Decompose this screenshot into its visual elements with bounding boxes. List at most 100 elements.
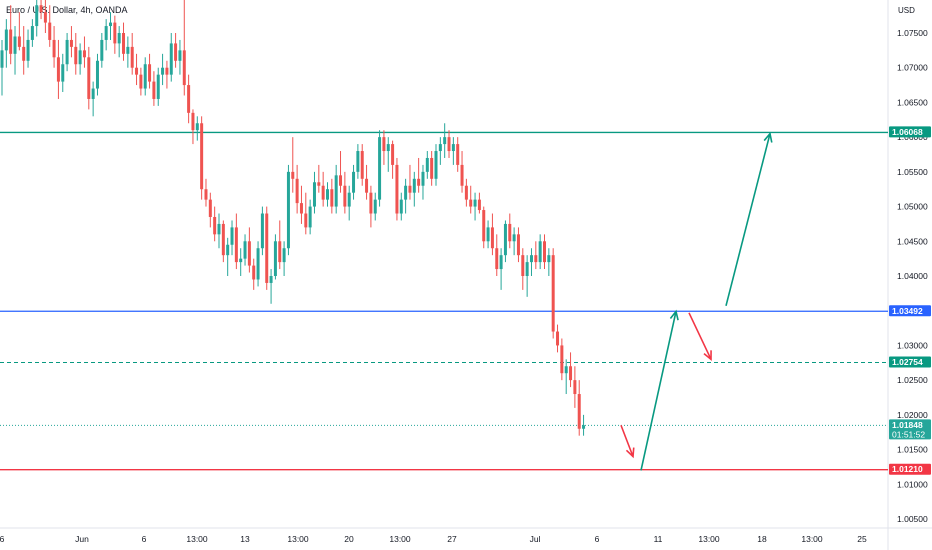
candle-body [117,33,121,44]
candle-body [360,151,364,179]
price-tag-label: 1.06068 [892,127,923,137]
candle-body [295,178,299,204]
candle-body [547,255,551,263]
candle-body [30,26,34,40]
price-tag[interactable] [889,463,931,475]
x-tick-label: 6 [595,534,600,544]
candle-body [161,67,165,75]
candle-body [269,276,273,283]
y-tick-label: 1.04000 [897,271,928,281]
candle-body [122,33,126,54]
candle-body [148,64,152,82]
x-tick-label: 13:00 [698,534,720,544]
x-tick-label: 13:00 [287,534,309,544]
projection-arrow-line[interactable] [725,133,771,307]
price-tag-label: 1.01210 [892,464,923,474]
candle-body [56,57,60,82]
candle-body [473,199,477,207]
y-tick-label: 1.04500 [897,236,928,246]
y-tick-label: 1.01000 [897,479,928,489]
candle-body [9,29,13,54]
candle-body [100,39,104,61]
candle-body [347,192,351,207]
x-tick-label: Jun [75,534,89,544]
candle-body [529,255,533,263]
candle-body [456,144,460,165]
candle-body [378,137,382,200]
y-tick-label: 1.03000 [897,340,928,350]
candle-body [221,223,225,256]
candle-body [451,144,455,152]
candle-body [260,213,264,249]
candle-body [356,151,360,172]
candle-body [339,175,343,186]
candle-body [508,223,512,242]
countdown-label: 01:51:52 [892,429,925,439]
candle-body [156,74,160,99]
candle-body [417,178,421,186]
candle-body [551,255,555,332]
candle-body [130,46,134,68]
price-tag-label: 1.03492 [892,306,923,316]
x-tick-label: 6 [0,534,5,544]
candle-body [503,223,507,256]
candle-body [304,213,308,228]
candle-body [564,366,568,374]
projection-arrow-line[interactable] [620,424,634,457]
candle-body [521,255,525,276]
currency-label: USD [898,6,915,15]
x-tick-label: 13:00 [389,534,411,544]
candle-body [299,203,303,214]
candle-body [560,345,564,374]
candle-body [421,171,425,186]
price-tag[interactable] [889,126,931,138]
candle-body [195,123,199,131]
y-tick-label: 1.05500 [897,167,928,177]
projection-arrow-line[interactable] [640,311,677,471]
candle-body [334,175,338,207]
candle-body [265,213,269,283]
x-tick-label: 11 [654,534,663,544]
price-tag-label: 1.01848 [892,420,923,430]
candle-body [65,39,69,65]
projection-arrow-line[interactable] [688,312,712,360]
y-tick-label: 1.02000 [897,410,928,420]
candle-body [178,50,182,61]
price-tag[interactable] [889,305,931,317]
y-tick-label: 1.02500 [897,375,928,385]
candle-body [343,185,347,207]
candle-body [447,137,451,152]
candle-body [330,189,334,207]
candle-body [182,50,186,86]
candle-body [365,178,369,193]
candle-body [373,199,377,214]
candle-body [109,22,112,27]
candle-body [22,46,26,61]
candle-body [369,192,373,214]
candle-body [577,394,581,429]
candle-body [243,241,247,259]
candle-body [82,50,86,58]
candle-body [534,255,538,263]
candle-body [412,178,416,193]
candle-body [69,39,73,47]
candle-body [477,199,481,211]
candle-body [317,182,321,186]
y-tick-label: 1.06500 [897,97,928,107]
projection-arrow-head [669,309,679,321]
price-tag[interactable] [889,356,931,368]
candle-body [278,241,282,263]
x-tick-label: 20 [344,534,354,544]
candle-body [143,64,147,89]
candle-body [538,241,542,263]
candle-body [434,151,438,179]
candle-body [61,64,65,82]
candle-body [200,123,204,190]
candle-body [273,241,277,276]
candle-body [213,216,217,235]
candle-body [499,255,503,270]
y-tick-label: 1.07000 [897,63,928,73]
price-tag[interactable] [889,419,931,440]
